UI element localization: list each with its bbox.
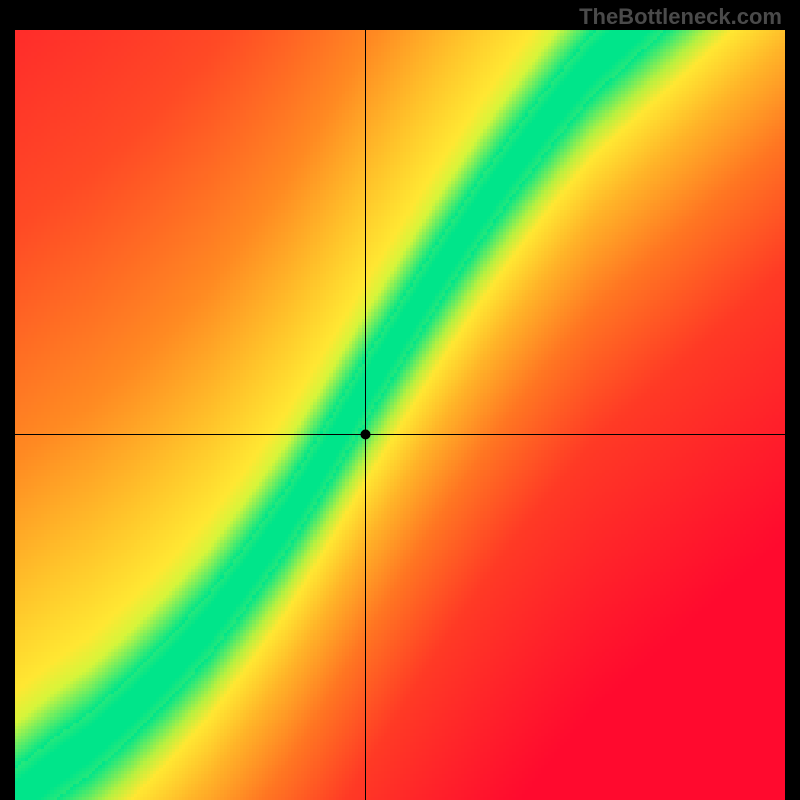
bottleneck-heatmap	[15, 30, 785, 800]
watermark-text: TheBottleneck.com	[579, 4, 782, 30]
chart-container: { "watermark": { "text": "TheBottleneck.…	[0, 0, 800, 800]
